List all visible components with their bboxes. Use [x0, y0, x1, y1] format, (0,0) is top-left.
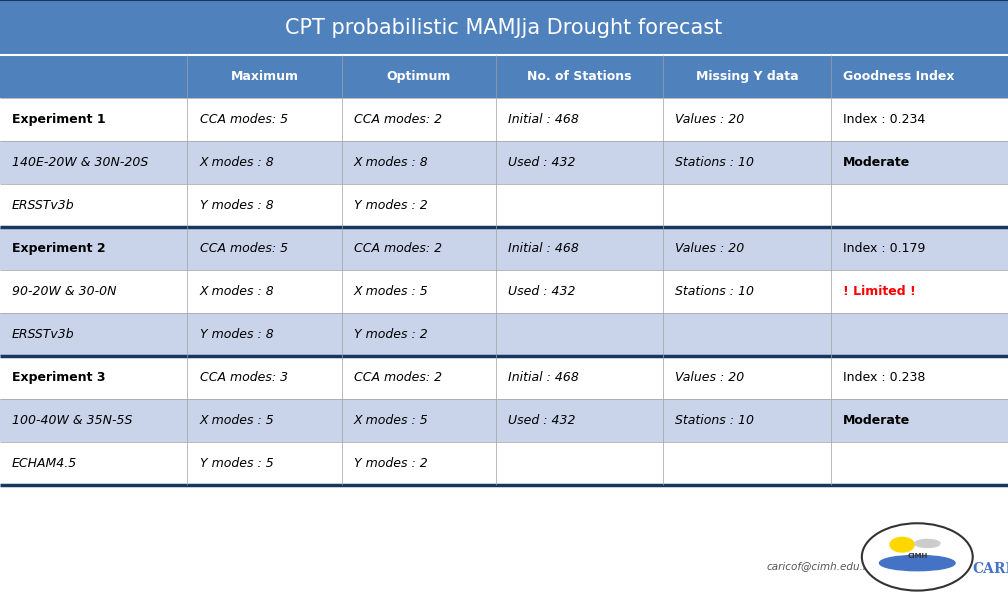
Text: CCA modes: 2: CCA modes: 2 [354, 242, 442, 255]
Ellipse shape [879, 556, 956, 570]
Bar [0, 442, 1008, 485]
Text: Values : 20: Values : 20 [675, 371, 745, 384]
Bar [0, 270, 1008, 313]
Text: Used : 432: Used : 432 [508, 414, 576, 427]
Bar [0, 227, 1008, 270]
Text: 100-40W & 35N-5S: 100-40W & 35N-5S [12, 414, 132, 427]
Text: Experiment 1: Experiment 1 [12, 113, 106, 126]
Text: Y modes : 5: Y modes : 5 [200, 457, 273, 470]
Text: Initial : 468: Initial : 468 [508, 371, 579, 384]
Text: X modes : 8: X modes : 8 [200, 156, 274, 169]
Text: Index : 0.234: Index : 0.234 [843, 113, 925, 126]
Text: Moderate: Moderate [843, 156, 910, 169]
Text: Initial : 468: Initial : 468 [508, 113, 579, 126]
Text: caricof@cimh.edu.bb: caricof@cimh.edu.bb [766, 561, 876, 571]
Text: Index : 0.179: Index : 0.179 [843, 242, 925, 255]
Text: Values : 20: Values : 20 [675, 113, 745, 126]
Text: Used : 432: Used : 432 [508, 285, 576, 298]
Text: ! Limited !: ! Limited ! [843, 285, 915, 298]
Bar [0, 98, 1008, 141]
Bar [0, 313, 1008, 356]
Text: X modes : 5: X modes : 5 [354, 285, 428, 298]
Text: Stations : 10: Stations : 10 [675, 156, 754, 169]
Text: Index : 0.238: Index : 0.238 [843, 371, 925, 384]
Text: Y modes : 8: Y modes : 8 [200, 199, 273, 212]
Text: Experiment 3: Experiment 3 [12, 371, 106, 384]
Text: X modes : 5: X modes : 5 [200, 414, 274, 427]
Text: CPT probabilistic MAMJja Drought forecast: CPT probabilistic MAMJja Drought forecas… [285, 18, 723, 37]
Text: CCA modes: 5: CCA modes: 5 [200, 242, 287, 255]
Bar [0, 141, 1008, 184]
Text: Y modes : 2: Y modes : 2 [354, 457, 427, 470]
Text: ERSSTv3b: ERSSTv3b [12, 328, 75, 341]
Text: Used : 432: Used : 432 [508, 156, 576, 169]
Text: CCA modes: 2: CCA modes: 2 [354, 113, 442, 126]
Bar [0, 0, 1008, 55]
Text: Values : 20: Values : 20 [675, 242, 745, 255]
Text: No. of Stations: No. of Stations [527, 70, 632, 83]
Ellipse shape [915, 540, 939, 547]
Circle shape [862, 523, 973, 591]
Text: X modes : 8: X modes : 8 [354, 156, 428, 169]
Text: Initial : 468: Initial : 468 [508, 242, 579, 255]
Text: Y modes : 8: Y modes : 8 [200, 328, 273, 341]
Text: Stations : 10: Stations : 10 [675, 285, 754, 298]
Text: ECHAM4.5: ECHAM4.5 [12, 457, 78, 470]
Text: Y modes : 2: Y modes : 2 [354, 199, 427, 212]
Text: Optimum: Optimum [387, 70, 451, 83]
Text: X modes : 8: X modes : 8 [200, 285, 274, 298]
Bar [0, 184, 1008, 227]
Text: Missing Y data: Missing Y data [696, 70, 798, 83]
Text: Y modes : 2: Y modes : 2 [354, 328, 427, 341]
Text: CCA modes: 2: CCA modes: 2 [354, 371, 442, 384]
Text: Stations : 10: Stations : 10 [675, 414, 754, 427]
Text: 140E-20W & 30N-20S: 140E-20W & 30N-20S [12, 156, 148, 169]
Text: 90-20W & 30-0N: 90-20W & 30-0N [12, 285, 117, 298]
Text: Experiment 2: Experiment 2 [12, 242, 106, 255]
Text: Moderate: Moderate [843, 414, 910, 427]
Bar [0, 356, 1008, 399]
Circle shape [890, 537, 914, 552]
Text: CARICOF: CARICOF [973, 562, 1008, 576]
Text: CCA modes: 5: CCA modes: 5 [200, 113, 287, 126]
Text: CCA modes: 3: CCA modes: 3 [200, 371, 287, 384]
Text: ERSSTv3b: ERSSTv3b [12, 199, 75, 212]
Text: X modes : 5: X modes : 5 [354, 414, 428, 427]
Text: Maximum: Maximum [231, 70, 298, 83]
Text: Goodness Index: Goodness Index [844, 70, 955, 83]
Bar [0, 55, 1008, 98]
Bar [0, 399, 1008, 442]
Text: CIMH: CIMH [907, 553, 927, 559]
